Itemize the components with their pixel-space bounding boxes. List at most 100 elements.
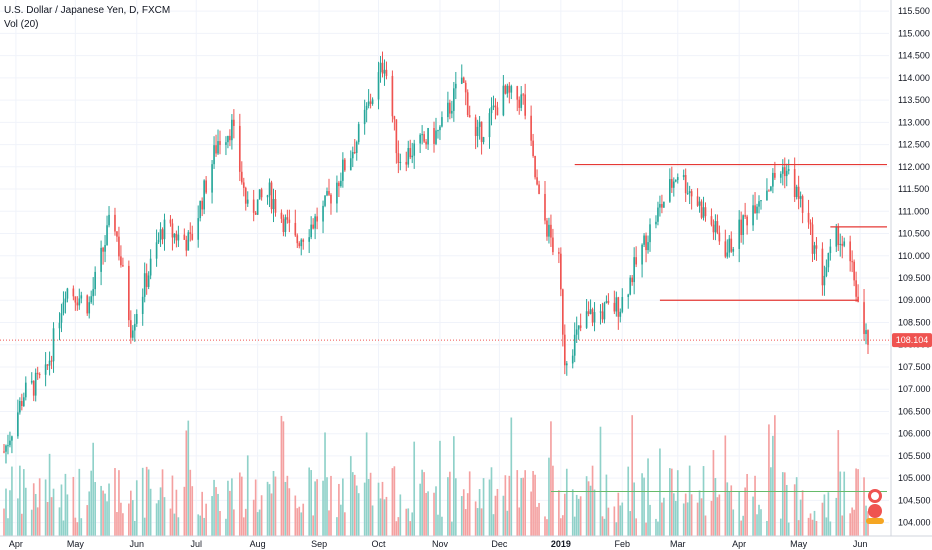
candle-body [44, 364, 47, 375]
volume-bar [405, 508, 408, 536]
volume-bar [629, 511, 632, 536]
candle-body [779, 173, 782, 178]
volume-bar [266, 481, 269, 536]
volume-bar [579, 496, 582, 536]
volume-bar [601, 516, 604, 536]
candle-body [9, 440, 11, 446]
volume-bar [342, 478, 344, 536]
candle-body [669, 179, 671, 202]
horizontal-levels[interactable] [574, 163, 887, 301]
candle-body [538, 184, 540, 194]
volume-bar [314, 481, 316, 536]
volume-bar [377, 482, 380, 536]
volume-bar [52, 488, 55, 536]
candle-body [839, 243, 842, 246]
candle-body [474, 117, 477, 137]
volume-bar [312, 515, 314, 536]
candle-body [855, 280, 857, 297]
time-axis[interactable]: Apr May Jun Jul Aug Sep Oct Nov Dec 2019 Feb Mar Apr… [9, 539, 867, 549]
candle-body [413, 143, 416, 156]
volume-bar [546, 519, 548, 536]
candle-body [468, 115, 471, 118]
volume-bar [825, 517, 828, 536]
volume-bar [760, 509, 762, 536]
volume-bar [191, 486, 194, 536]
volume-bar [155, 503, 158, 536]
candle-body [809, 222, 812, 225]
volume-bar [518, 507, 521, 536]
volume-bar [605, 474, 608, 536]
volume-bar [508, 475, 511, 536]
volume-indicator-label[interactable]: Vol (20) [4, 19, 39, 30]
price-tick-label: 114.000 [898, 73, 930, 83]
volume-bar [510, 417, 513, 536]
volume-bar [441, 516, 443, 536]
candle-body [439, 126, 441, 131]
volume-bar [21, 513, 23, 536]
volume-bar [58, 507, 61, 536]
volume-bar [203, 517, 205, 536]
volume-bar [213, 479, 215, 536]
candle-body [314, 216, 316, 229]
volume-bar [682, 503, 685, 536]
volume-bar [799, 499, 802, 536]
candle-body [797, 186, 800, 199]
volume-bar [135, 480, 138, 536]
volume-bar [647, 458, 649, 536]
candle-body [205, 180, 207, 193]
candle-body [758, 201, 760, 207]
candle-body [106, 225, 108, 246]
candle-body [631, 277, 634, 283]
symbol-title[interactable]: U.S. Dollar / Japanese Yen, D, FXCM [4, 5, 171, 16]
candle-body [577, 325, 580, 330]
volume-bar [502, 495, 505, 536]
candle-body [867, 330, 869, 345]
candle-body [94, 271, 96, 290]
candle-body [114, 214, 116, 232]
price-tick-label: 114.500 [898, 51, 930, 61]
volume-bar [64, 473, 67, 536]
volume-bar [316, 479, 318, 536]
volume-bar [774, 415, 776, 536]
volume-bar [100, 485, 102, 536]
candle-body [133, 323, 136, 331]
candle-body [619, 311, 622, 317]
candle-body [377, 72, 380, 100]
candle-body [330, 194, 332, 204]
candle-body [441, 117, 443, 127]
volume-bar [38, 478, 41, 536]
volume-bar [102, 490, 104, 536]
candle-body [336, 182, 338, 204]
candle-body [427, 128, 429, 145]
candle-body [799, 196, 802, 199]
volume-bar [740, 520, 743, 536]
time-tick-label: Sep [311, 539, 327, 549]
price-tick-label: 105.500 [898, 451, 931, 461]
candle-body [183, 234, 186, 240]
candle-body [768, 190, 770, 192]
time-tick-label: Jun [130, 539, 145, 549]
volume-bar [145, 466, 148, 536]
volume-bar [599, 426, 602, 536]
candle-body [676, 177, 679, 181]
candle-body [672, 181, 675, 188]
price-tick-label: 115.000 [898, 28, 930, 38]
volume-bar [478, 489, 481, 536]
volume-bar [768, 424, 770, 536]
volume-bar [133, 520, 136, 536]
candle-body [363, 109, 366, 125]
price-tick-label: 108.500 [898, 317, 931, 327]
price-axis[interactable]: 115.500 115.000 114.500 114.000 113.500 113.0… [898, 6, 931, 528]
candle-body [853, 261, 855, 281]
volume-bar [254, 479, 257, 536]
volume-bar [669, 468, 671, 536]
candle-body [714, 221, 717, 233]
volume-bar [427, 491, 429, 536]
candle-body [629, 277, 632, 295]
volume-bar [217, 493, 219, 536]
volume-bar [492, 514, 495, 536]
candle-body [550, 224, 552, 238]
candle-body [536, 177, 538, 185]
time-tick-label: Aug [250, 539, 266, 549]
